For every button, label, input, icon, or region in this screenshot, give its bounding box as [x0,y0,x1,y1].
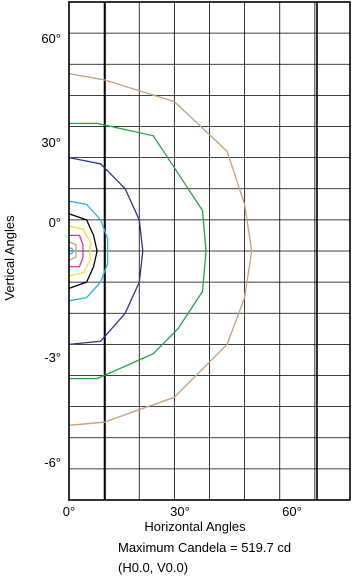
contour-line-7 [69,234,84,268]
contour-line-8 [68,241,77,261]
contour-line-3 [68,156,144,346]
y-tick-label: -3° [44,350,61,365]
contour-line-2 [69,122,207,380]
max-candela-location: (H0.0, V0.0) [118,560,189,575]
y-axis-label: Vertical Angles [2,215,17,301]
y-tick-label: 0° [49,215,61,230]
plot-frame [68,1,351,501]
y-tick-label: -6° [44,455,61,470]
x-tick-label: 30° [170,504,190,519]
y-tick-labels: 60° 30° 0° -3° -6° [41,31,61,470]
x-tick-label: 60° [282,504,302,519]
contour-line-6 [68,225,91,277]
contour-line-5 [68,213,98,290]
y-tick-label: 30° [41,135,61,150]
x-axis-label: Horizontal Angles [144,519,246,534]
grid-lines [69,2,350,500]
max-candela-caption: Maximum Candela = 519.7 cd [118,540,292,555]
y-tick-label: 60° [41,31,61,46]
thick-grid-lines [104,2,318,500]
contour-series [68,72,253,426]
contour-line-1 [68,72,253,426]
contour-line-4 [68,200,109,302]
x-tick-labels: 0° 30° 60° [63,504,302,519]
x-tick-label: 0° [63,504,75,519]
contour-line-9 [68,246,74,256]
